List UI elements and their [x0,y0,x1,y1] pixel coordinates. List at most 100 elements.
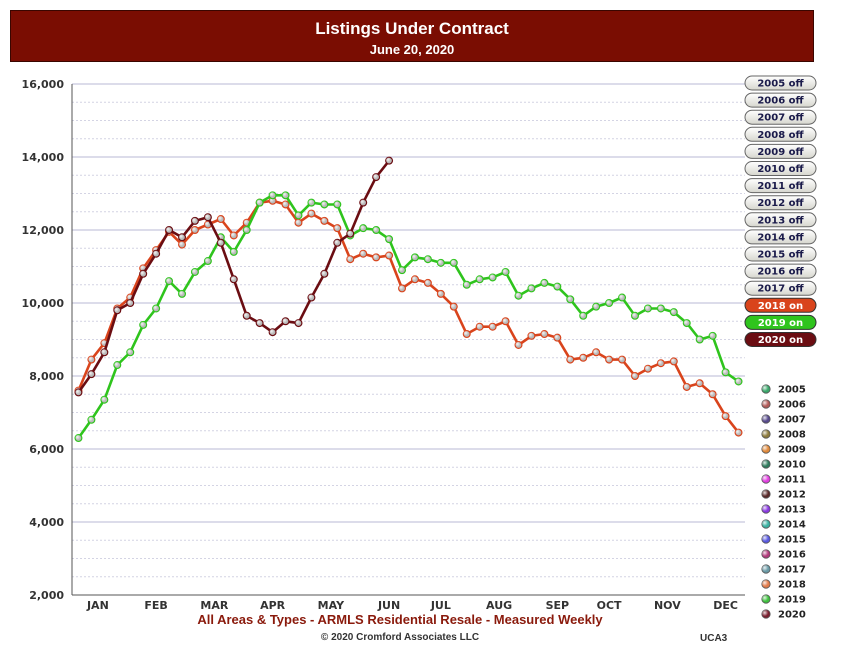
data-point-shine [502,268,509,276]
x-tick-label: JUN [377,599,400,612]
data-point-shine [243,226,251,234]
toggle-label: 2013 off [757,215,804,226]
data-point-shine [540,279,548,287]
data-point-shine [333,201,341,208]
data-point-shine [489,323,497,331]
legend-item-2019: 2019 [761,594,806,606]
toggle-button-2011[interactable]: 2011 off [744,178,817,194]
data-point-shine [696,336,704,343]
toggle-label: 2011 off [757,181,804,192]
toggle-button-2009[interactable]: 2009 off [744,143,817,159]
legend-item-2012: 2012 [761,489,806,501]
toggle-label: 2014 off [757,232,804,243]
data-point-shine [644,305,652,312]
data-point-shine [230,232,238,239]
y-tick-label: 4,000 [29,516,64,529]
data-point-shine [372,226,380,234]
toggle-button-2017[interactable]: 2017 off [744,280,817,296]
data-point-shine [113,306,121,314]
toggle-button-2013[interactable]: 2013 off [744,212,817,228]
legend-item-2006: 2006 [761,399,806,411]
data-point-shine [476,275,484,283]
data-point-shine [88,356,95,363]
toggle-button-2008[interactable]: 2008 off [744,126,817,142]
legend-item-2016: 2016 [761,549,806,561]
data-point-shine [722,412,729,420]
data-point-shine [463,281,471,289]
toggle-button-2014[interactable]: 2014 off [744,229,817,245]
data-point-shine [191,268,199,276]
year-toggle-buttons[interactable]: 2005 off 2006 off 2007 off 2008 off 2009 off… [744,75,817,347]
data-point-shine [657,359,665,367]
toggle-button-2006[interactable]: 2006 off [744,92,817,108]
data-point-shine [295,212,302,219]
data-point-shine [605,356,613,363]
legend-marker-shine [761,579,771,589]
toggle-button-2019[interactable]: 2019 on [744,314,817,330]
y-tick-label: 16,000 [22,78,65,91]
footer-description: All Areas & Types - ARMLS Residential Re… [197,612,603,627]
legend-item-2018: 2018 [761,579,806,591]
legend-marker-shine [761,504,771,514]
toggle-button-2012[interactable]: 2012 off [744,195,817,211]
legend-label: 2016 [778,550,806,561]
data-point-shine [528,285,535,292]
data-point-shine [592,303,600,311]
data-point-shine [450,303,458,311]
data-point-shine [126,348,134,356]
data-point-shine [320,270,328,278]
legend-item-2007: 2007 [761,414,806,426]
toggle-label: 2019 on [758,318,803,329]
data-point-shine [165,277,173,285]
toggle-button-2010[interactable]: 2010 off [744,161,817,176]
data-point-shine [709,390,717,398]
data-point-shine [320,217,328,225]
toggle-button-2007[interactable]: 2007 off [744,109,817,125]
toggle-button-2020[interactable]: 2020 on [744,332,817,347]
toggle-button-2016[interactable]: 2016 off [744,263,817,279]
data-point-shine [100,396,108,404]
x-tick-label: FEB [144,599,167,612]
toggle-shape [744,332,817,347]
y-tick-labels: 2,000 4,000 6,000 8,000 10,000 12,000 14,000 16… [22,78,65,602]
data-point-shine [372,253,380,261]
data-point-shine [398,285,406,292]
legend-label: 2010 [778,460,806,471]
data-point-shine [579,312,587,320]
series-2019 [74,191,743,443]
data-point-shine [476,323,484,331]
toggle-button-2015[interactable]: 2015 off [744,246,817,262]
data-point-shine [683,319,691,327]
y-tick-label: 2,000 [29,589,64,602]
legend-item-2010: 2010 [761,459,806,471]
chart-code: UCA3 [700,633,728,644]
data-point-shine [709,332,717,340]
legend-item-2008: 2008 [761,429,806,441]
legend-marker-shine [761,519,771,529]
data-point-shine [295,319,302,327]
data-point-shine [333,224,341,232]
toggle-shape [744,280,817,296]
legend-label: 2008 [778,430,806,441]
data-point-shine [217,239,225,247]
legend-marker-shine [761,399,771,409]
toggle-button-2018[interactable]: 2018 on [744,297,817,313]
data-point-shine [88,370,95,378]
series-2018 [74,196,743,437]
toggle-label: 2008 off [757,130,804,141]
data-point-shine [282,191,289,199]
data-point-shine [385,157,393,165]
data-point-shine [631,372,639,380]
toggle-label: 2012 off [757,198,804,209]
legend-item-2011: 2011 [761,474,806,486]
data-point-shine [463,330,471,338]
data-point-shine [515,341,522,349]
legend-marker-shine [761,429,771,439]
x-tick-labels: JAN FEB MAR APR MAY JUN JUL AUG SEP OCT NOV DEC [86,599,738,612]
data-point-shine [152,250,160,258]
series-line-2018 [77,199,740,434]
toggle-button-2005[interactable]: 2005 off [744,75,817,91]
data-point-shine [126,299,134,307]
legend-label: 2013 [778,505,806,516]
toggle-label: 2020 on [758,335,803,346]
